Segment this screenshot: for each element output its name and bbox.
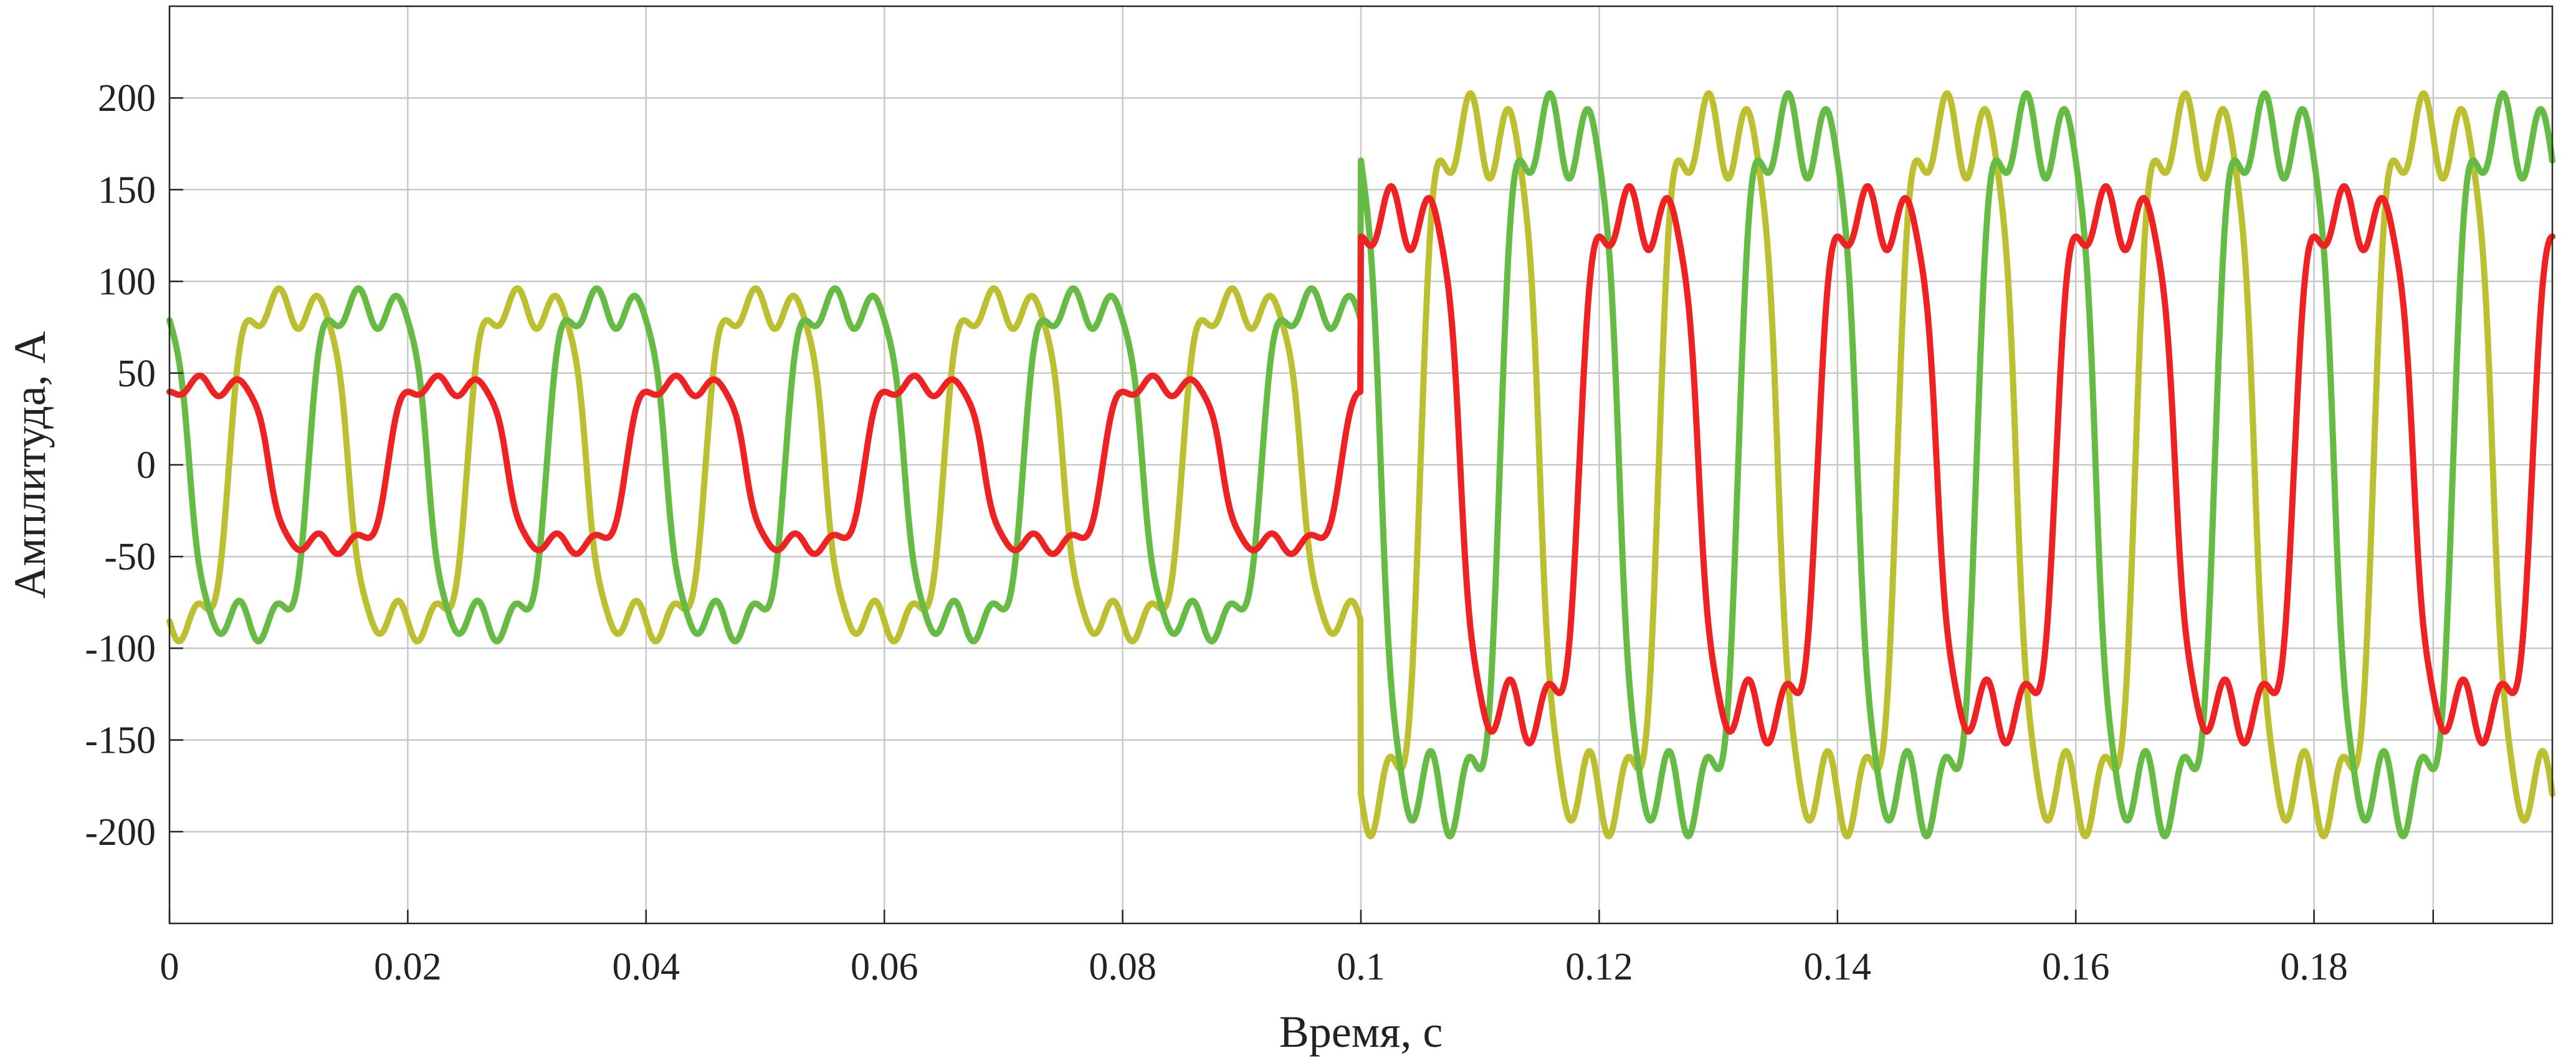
y-tick-label: -100 [85, 627, 156, 670]
x-tick-label: 0.06 [851, 946, 918, 988]
y-tick-label: -150 [85, 720, 156, 762]
x-tick-label: 0 [160, 946, 179, 988]
x-tick-label: 0.12 [1565, 946, 1633, 988]
tick-marks [168, 97, 2435, 923]
series-group [166, 90, 2555, 840]
x-tick-label: 0.18 [2280, 946, 2348, 988]
series-line [166, 183, 2555, 746]
y-tick-label: 150 [98, 169, 156, 211]
x-tick-label: 0.1 [1337, 946, 1385, 988]
y-tick-label: 0 [136, 444, 156, 487]
y-tick-label: -50 [104, 536, 156, 578]
x-tick-label: 0.02 [374, 946, 442, 988]
y-tick-label: 50 [117, 353, 156, 395]
x-tick-label: 0.16 [2042, 946, 2110, 988]
x-tick-labels: 0 0.02 0.04 0.06 0.08 0.1 0.12 0.14 0.16 0.18 [160, 946, 2348, 988]
x-axis-label: Время, с [1279, 1007, 1443, 1057]
y-tick-labels: 200 150 100 50 0 -50 -100 -150 -200 [85, 77, 156, 854]
y-axis-label: Амплитуда, А [5, 331, 55, 598]
x-tick-label: 0.04 [613, 946, 680, 988]
y-tick-label: 200 [98, 77, 156, 120]
y-tick-label: -200 [85, 811, 156, 854]
y-tick-label: 100 [98, 261, 156, 303]
x-tick-label: 0.08 [1089, 946, 1157, 988]
x-tick-label: 0.14 [1804, 946, 1872, 988]
series-line [166, 90, 2555, 839]
